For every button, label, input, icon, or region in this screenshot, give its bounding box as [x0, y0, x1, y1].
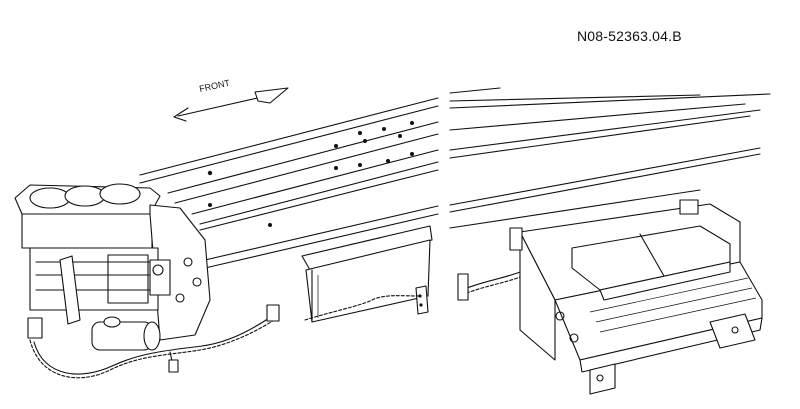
engine-block — [14, 183, 211, 351]
frame-rail-left — [139, 97, 439, 269]
battery-box — [509, 199, 763, 395]
frame-rail-right — [449, 87, 771, 229]
figure-reference-code: N08-52363.04.B — [577, 28, 682, 44]
front-direction-arrow: FRONT — [173, 78, 289, 122]
front-label: FRONT — [198, 78, 231, 94]
crossmember — [301, 225, 433, 323]
